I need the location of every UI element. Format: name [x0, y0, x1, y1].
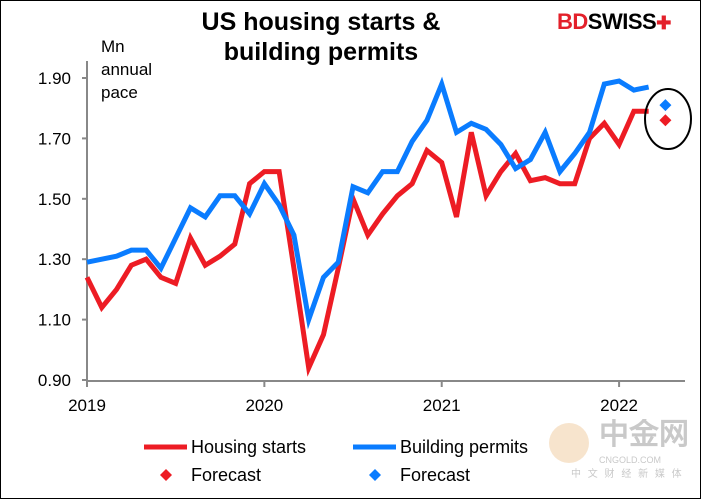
legend-label: Building permits: [400, 437, 528, 457]
legend-diamond-swatch: [369, 469, 381, 481]
title-line-2: building permits: [223, 38, 419, 66]
y-tick-label: 1.50: [38, 190, 71, 209]
logo-part: SWISS: [587, 9, 657, 34]
y-label-line: Mn: [101, 37, 125, 56]
forecast-marker: [659, 99, 672, 112]
legend-label: Forecast: [191, 465, 261, 485]
y-tick-label: 1.30: [38, 250, 71, 269]
legend-label: Forecast: [400, 465, 470, 485]
forecast-marker: [659, 114, 672, 127]
y-label-line: pace: [101, 83, 138, 102]
title-line-1: US housing starts &: [201, 8, 441, 36]
y-tick-label: 0.90: [38, 371, 71, 390]
watermark-main: 中金网: [599, 419, 689, 451]
legend-diamond-swatch: [160, 469, 172, 481]
x-tick-label: 2019: [68, 396, 106, 415]
forecast-highlight-ellipse: [644, 88, 692, 150]
x-tick-label: 2022: [600, 396, 638, 415]
y-tick-label: 1.10: [38, 311, 71, 330]
y-tick-label: 1.70: [38, 129, 71, 148]
y-tick-label: 1.90: [38, 69, 71, 88]
chart-title: US housing starts & building permits: [161, 7, 481, 67]
x-tick-label: 2020: [245, 396, 283, 415]
watermark-tagline: 中 文 财 经 新 媒 体: [571, 469, 684, 480]
series-line-housing-starts: [84, 108, 649, 377]
y-axis-label: Mn annual pace: [101, 35, 152, 104]
watermark-logo-icon: [549, 423, 589, 463]
logo-part: BD: [557, 9, 588, 34]
bdswiss-logo: BDSWISS✚: [557, 9, 671, 36]
swiss-cross-icon: ✚: [656, 13, 671, 33]
watermark-url: CNGOLD.COM: [599, 455, 662, 465]
y-label-line: annual: [101, 60, 153, 79]
watermark: 中金网 CNGOLD.COM 中 文 财 经 新 媒 体: [549, 419, 699, 497]
legend-label: Housing starts: [191, 437, 306, 457]
x-tick-label: 2021: [423, 396, 461, 415]
